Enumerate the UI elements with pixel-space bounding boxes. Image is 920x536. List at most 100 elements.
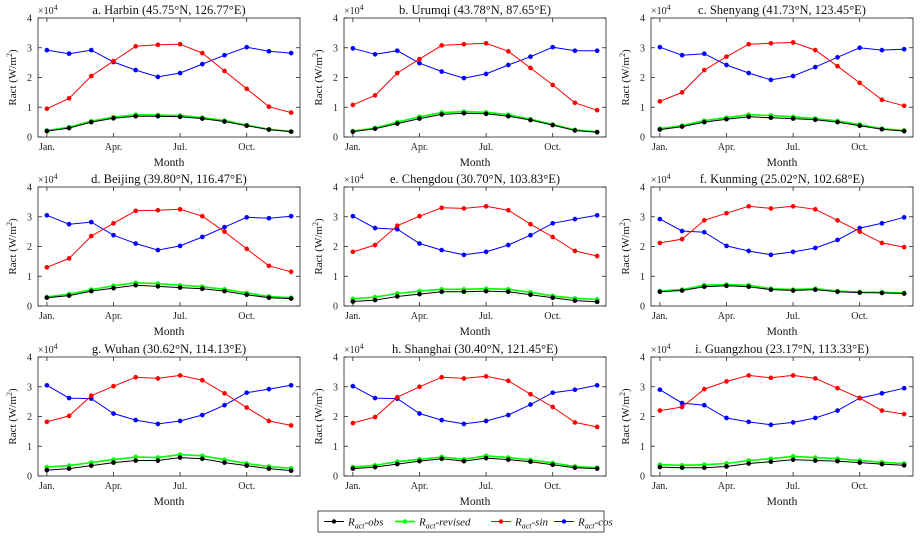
data-point-sin <box>439 374 445 380</box>
data-point-obs <box>550 462 556 468</box>
data-point-sin <box>288 269 294 275</box>
data-point-obs <box>350 299 356 304</box>
series-line-obs <box>352 457 598 470</box>
data-point-sin <box>88 73 94 79</box>
data-point-obs <box>483 288 489 294</box>
data-point-sin <box>372 242 378 248</box>
panel-title: a. Harbin (45.75°N, 126.77°E) <box>92 3 245 17</box>
legend-entry-revised: Ract-revised <box>395 517 471 531</box>
data-point-obs <box>244 123 250 129</box>
series-obs <box>350 455 600 471</box>
series-revised <box>44 452 294 471</box>
data-point-sin <box>439 43 445 48</box>
series-obs <box>657 114 907 134</box>
data-point-cos <box>350 383 356 389</box>
data-point-sin <box>505 378 511 384</box>
data-point-obs <box>746 284 752 290</box>
data-point-cos <box>505 242 511 248</box>
data-point-obs <box>812 458 818 463</box>
data-point-cos <box>372 51 378 57</box>
data-point-obs <box>483 455 489 461</box>
data-point-obs <box>724 283 729 289</box>
series-revised <box>44 280 294 301</box>
data-point-cos <box>199 412 205 418</box>
data-point-obs <box>133 282 139 288</box>
legend: Ract-obs Ract-revised Ract-sin Ract-cos <box>317 510 613 533</box>
data-point-cos <box>835 54 840 60</box>
data-point-cos <box>572 216 578 222</box>
y-multiplier: ×104 <box>344 3 364 17</box>
data-point-obs <box>857 290 863 295</box>
data-point-cos <box>657 44 663 50</box>
data-point-cos <box>244 44 250 50</box>
data-point-cos <box>594 212 600 218</box>
data-point-obs <box>835 458 840 464</box>
panel-5: 0 1 2 3 4 Jan. Apr. Jul. Oct. ×104 e. Chengdou (30… <box>311 172 607 338</box>
data-point-cos <box>768 77 774 83</box>
legend-entry-sin: Ract-sin <box>491 517 549 531</box>
x-tick-label: Apr. <box>105 481 123 492</box>
y-axis-label: Ract (W/m2) <box>311 388 325 445</box>
data-point-sin <box>111 220 116 226</box>
data-point-cos <box>483 249 489 255</box>
data-point-sin <box>550 82 556 88</box>
series-obs <box>350 288 600 305</box>
data-point-sin <box>746 41 752 47</box>
data-point-cos <box>372 395 378 401</box>
series-line-obs <box>352 112 598 133</box>
legend-label: Ract-obs <box>347 517 383 531</box>
y-tick-label: 4 <box>333 183 338 194</box>
data-point-cos <box>88 47 94 53</box>
series-line-sin <box>352 205 598 257</box>
data-point-obs <box>857 123 863 129</box>
y-axis-label: Ract (W/m2) <box>311 49 325 106</box>
legend-swatch-marker <box>331 519 337 524</box>
data-point-obs <box>266 127 272 132</box>
data-point-cos <box>901 385 907 391</box>
x-tick-label: Apr. <box>411 311 429 322</box>
data-point-sin <box>505 207 511 213</box>
y-tick-label: 2 <box>333 412 338 423</box>
data-point-cos <box>266 386 272 392</box>
y-tick-label: 3 <box>27 212 32 223</box>
series-line-revised <box>352 287 598 301</box>
panel-9: 0 1 2 3 4 Jan. Apr. Jul. Oct. ×104 i. Guangzhou (2… <box>618 342 914 508</box>
data-point-obs <box>66 125 72 131</box>
data-point-cos <box>594 48 600 54</box>
y-tick-label: 0 <box>640 472 645 483</box>
data-point-sin <box>835 385 840 391</box>
data-point-sin <box>701 217 707 223</box>
data-point-obs <box>879 126 885 132</box>
y-tick-label: 0 <box>640 302 645 313</box>
data-point-obs <box>594 466 600 471</box>
series-line-cos <box>659 216 905 256</box>
panel-1: 0 1 2 3 4 Jan. Apr. Jul. Oct. ×104 a. Harbin (45.7… <box>5 3 301 169</box>
series-revised <box>44 112 294 134</box>
data-point-cos <box>177 418 183 424</box>
data-point-obs <box>550 295 556 301</box>
data-point-cos <box>724 243 729 249</box>
data-point-sin <box>701 67 707 73</box>
data-point-obs <box>857 460 863 465</box>
data-point-sin <box>550 234 556 240</box>
data-point-cos <box>879 47 885 53</box>
series-cos <box>657 214 907 258</box>
data-point-sin <box>266 263 272 269</box>
data-point-cos <box>288 382 294 388</box>
data-point-sin <box>133 43 139 49</box>
data-point-obs <box>288 129 294 134</box>
data-point-obs <box>288 468 294 473</box>
series-line-revised <box>659 283 905 294</box>
series-line-obs <box>46 457 292 472</box>
data-point-sin <box>879 408 885 413</box>
data-point-obs <box>394 294 400 299</box>
data-point-obs <box>790 457 796 462</box>
data-point-sin <box>857 395 863 401</box>
data-point-sin <box>439 205 445 211</box>
data-point-obs <box>528 459 533 465</box>
data-point-obs <box>244 463 250 468</box>
data-point-sin <box>155 42 161 48</box>
data-point-sin <box>66 95 72 101</box>
series-cos <box>350 382 600 427</box>
data-point-cos <box>679 228 685 234</box>
